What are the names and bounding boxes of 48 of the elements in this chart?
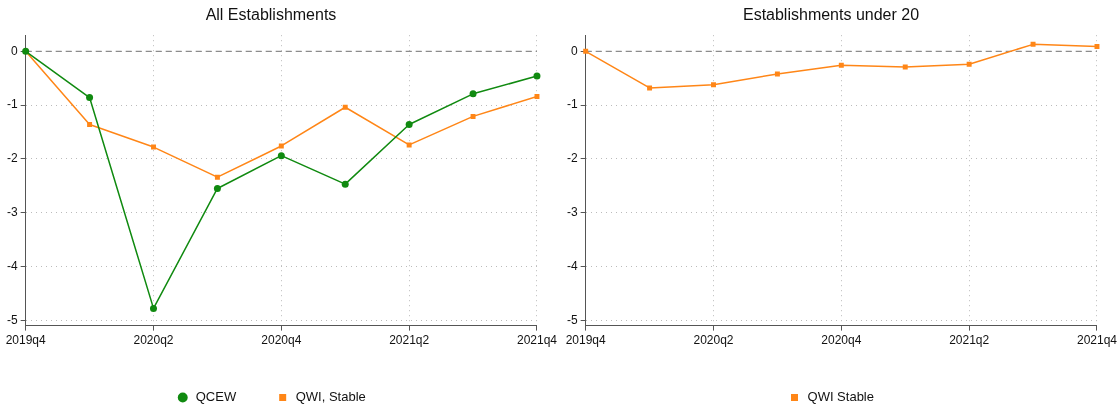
y-tick-label: 0: [10, 43, 18, 58]
legend-label: QWI, Stable: [295, 389, 366, 405]
x-tick-label: 2021q4: [516, 333, 558, 348]
point: [341, 180, 349, 188]
y-tick-label: -2: [567, 151, 578, 166]
point: [647, 85, 653, 91]
x-tick-label: 2020q4: [821, 333, 862, 348]
point: [213, 184, 221, 192]
x-tick-label: 2019q4: [565, 333, 607, 348]
x-tick-label: 2020q2: [133, 333, 174, 348]
legend-label: QCEW: [195, 389, 237, 405]
point: [151, 144, 156, 150]
point: [902, 64, 908, 70]
point: [774, 71, 780, 77]
chart-title: All Establishments: [205, 6, 337, 24]
point: [838, 62, 844, 68]
point: [1030, 41, 1036, 47]
x-tick-label: 2019q4: [5, 333, 47, 348]
y-tick-label: -2: [7, 151, 18, 166]
point: [277, 152, 285, 160]
y-tick-label: -5: [7, 312, 18, 327]
legend-label: QWI Stable: [807, 389, 874, 405]
y-tick-label: -5: [567, 312, 578, 327]
point: [406, 142, 412, 148]
x-tick-label: 2021q2: [949, 333, 990, 348]
point: [214, 174, 220, 180]
x-tick-label: 2020q4: [261, 333, 302, 348]
y-tick-label: -1: [7, 97, 18, 112]
x-tick-label: 2021q2: [389, 333, 430, 348]
x-tick-label: 2020q2: [693, 333, 734, 348]
point: [711, 82, 716, 88]
y-tick-label: -3: [567, 204, 578, 219]
point: [86, 94, 94, 102]
point: [470, 113, 476, 119]
point: [966, 61, 972, 67]
point: [469, 90, 477, 98]
y-tick-label: -1: [567, 97, 578, 112]
chart-title: Establishments under 20: [742, 6, 920, 24]
point: [342, 104, 348, 110]
y-tick-label: -3: [7, 204, 18, 219]
x-tick-label: 2021q4: [1076, 333, 1118, 348]
y-tick-label: -4: [7, 258, 18, 273]
y-tick-label: -4: [567, 258, 578, 273]
point: [533, 72, 541, 80]
point: [87, 122, 93, 127]
y-tick-label: 0: [570, 43, 578, 58]
point: [150, 304, 157, 312]
point: [405, 120, 413, 128]
